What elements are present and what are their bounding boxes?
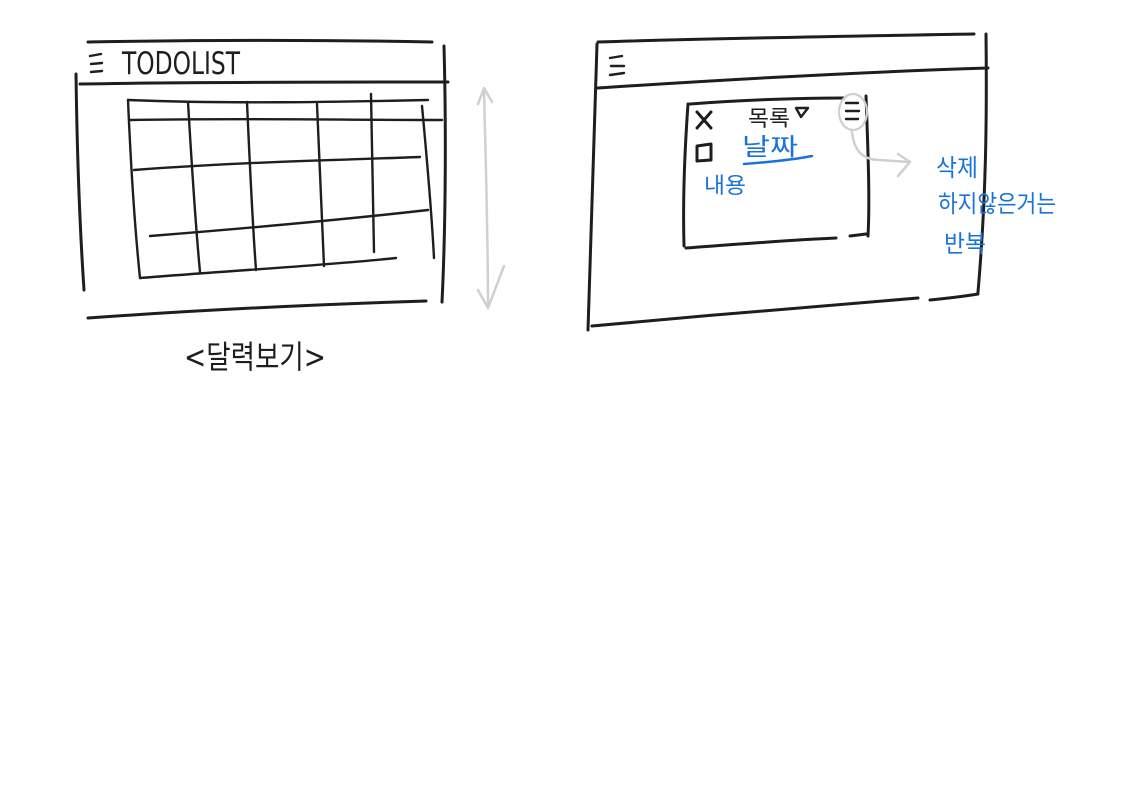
dropdown-label: 목록 — [748, 107, 790, 132]
hamburger-icon — [837, 92, 869, 132]
x-icon — [695, 110, 713, 130]
arrow-icon — [850, 130, 912, 178]
date-label: 날짜 — [742, 133, 798, 161]
double-arrow-icon — [476, 86, 506, 310]
annotation-line-2: 하지않은거는 — [938, 190, 1056, 218]
square-icon — [695, 142, 713, 163]
hamburger-icon — [608, 54, 626, 77]
calendar-caption: <달력보기> — [184, 338, 326, 376]
annotation-note: 삭제 하지않은거는 반복 — [936, 154, 1056, 258]
annotation-line-1: 삭제 — [936, 154, 978, 182]
detail-window-sketch — [586, 32, 990, 332]
calendar-grid — [126, 92, 444, 280]
hamburger-icon — [88, 52, 104, 74]
triangle-down-icon — [794, 106, 810, 119]
todo-popup-sketch — [682, 94, 871, 250]
annotation-line-3: 반복 — [944, 230, 986, 258]
content-label: 내용 — [704, 174, 746, 199]
app-title: TODOLIST — [121, 46, 241, 82]
calendar-window-sketch — [74, 39, 450, 320]
